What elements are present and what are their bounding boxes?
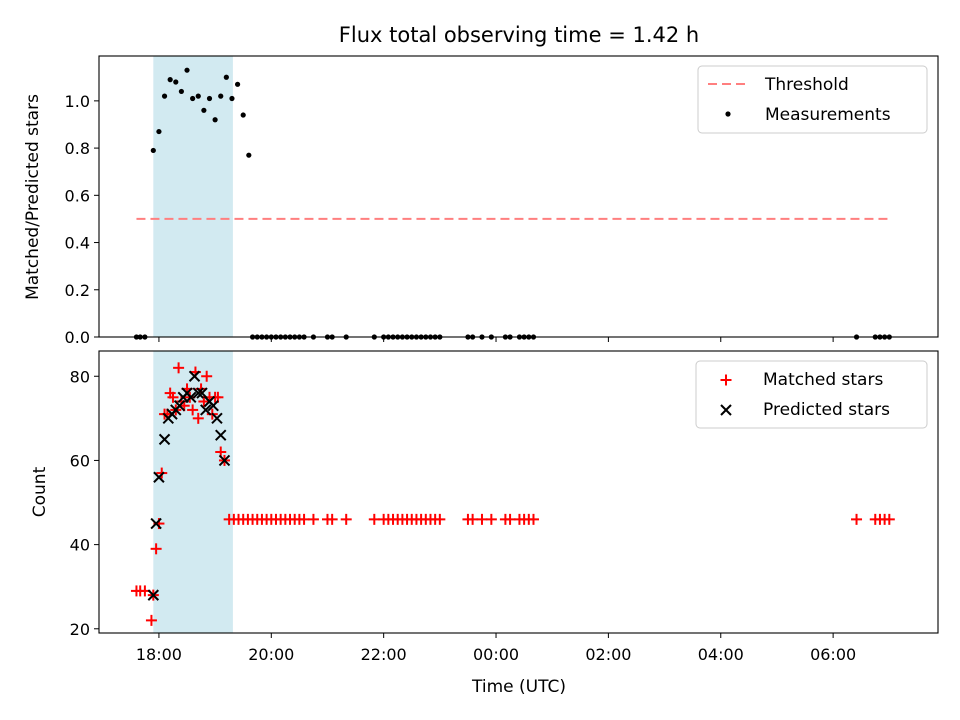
measurement-point [218, 93, 224, 99]
predicted-star-point [211, 412, 223, 425]
measurement-point [240, 112, 246, 118]
top-y-tick-label: 0.6 [65, 186, 90, 205]
bottom-y-axis: 20 40 60 80 [70, 367, 99, 639]
predicted-star-point [153, 471, 165, 483]
top-legend-box [697, 65, 928, 134]
measurement-point [173, 79, 179, 85]
predicted-star-point [150, 517, 162, 530]
matched-star-point [145, 614, 157, 626]
predicted-star-point [158, 433, 171, 446]
x-tick-label: 00:00 [473, 645, 519, 664]
matched-stars-points [130, 362, 895, 626]
predicted-star-point [218, 454, 231, 467]
predicted-star-point [185, 391, 197, 404]
bottom-y-tick-label: 20 [70, 620, 90, 639]
legend-measurements-label: Measurements [765, 105, 891, 125]
chart-title: Flux total observing time = 1.42 h [339, 23, 699, 47]
measurement-point [246, 152, 252, 158]
measurement-point [223, 74, 229, 80]
matched-star-point [476, 513, 488, 525]
matched-star-point [504, 513, 516, 525]
x-tick-label: 06:00 [810, 645, 856, 664]
measurement-point [178, 88, 185, 95]
predicted-star-point [215, 429, 227, 441]
bottom-y-tick-label: 80 [70, 367, 90, 386]
top-y-tick-label: 0.2 [65, 281, 90, 300]
x-tick-label: 02:00 [585, 645, 631, 664]
legend-predicted-swatch [720, 404, 732, 416]
measurement-point [161, 93, 168, 99]
measurement-point [156, 128, 162, 135]
measurement-point [184, 67, 190, 73]
matched-star-point [851, 513, 863, 525]
top-legend: Threshold Measurements [697, 65, 928, 134]
matched-star-point [368, 513, 380, 525]
legend-threshold-label: Threshold [764, 75, 849, 95]
measurement-point [206, 95, 213, 102]
x-tick-label: 18:00 [136, 645, 182, 664]
bottom-y-tick-label: 60 [70, 451, 90, 470]
matched-star-point [326, 513, 338, 525]
matched-star-point [187, 404, 199, 416]
measurement-point [195, 93, 201, 99]
matched-star-point [883, 513, 895, 525]
top-y-tick-label: 1.0 [65, 92, 90, 111]
bottom-panel: 20 40 60 80 18:00 20:00 22:00 00:00 02:00 04:00 0… [30, 350, 939, 697]
x-tick-label: 04:00 [698, 645, 744, 664]
top-y-tick-label: 0.8 [65, 139, 90, 158]
x-tick-label: 22:00 [361, 645, 407, 664]
matched-star-point [467, 513, 479, 525]
bottom-x-axis: 18:00 20:00 22:00 00:00 02:00 04:00 06:00 [136, 633, 856, 664]
predicted-star-point [207, 400, 219, 412]
matched-star-point [307, 513, 319, 525]
matched-star-point [434, 513, 446, 525]
bottom-legend: Matched stars Predicted stars [695, 360, 928, 429]
predicted-star-point [147, 589, 160, 601]
measurement-point [201, 107, 207, 113]
top-y-axis-label: Matched/Predicted stars [23, 94, 43, 300]
matched-star-point [340, 513, 352, 525]
measurement-point [229, 95, 235, 102]
matched-star-point [167, 391, 179, 403]
matched-star-point [527, 513, 539, 525]
legend-x-marker [720, 404, 732, 416]
x-tick-label: 20:00 [248, 645, 294, 664]
predicted-stars-points [147, 370, 231, 601]
measurement-point [167, 77, 173, 83]
legend-measurements-swatch [725, 111, 731, 117]
matched-star-point [198, 396, 210, 408]
predicted-star-point [192, 387, 204, 399]
matched-star-point [201, 370, 213, 382]
matched-star-point [173, 362, 185, 374]
bottom-y-tick-label: 40 [70, 536, 90, 555]
top-y-tick-label: 0.0 [65, 328, 90, 347]
legend-matched-label: Matched stars [763, 370, 883, 390]
top-axes-frame [98, 55, 939, 338]
predicted-star-point [188, 370, 201, 382]
predicted-star-point [173, 400, 186, 412]
bottom-axes-frame [98, 350, 939, 634]
bottom-legend-box [695, 360, 928, 429]
measurement-point [190, 95, 196, 102]
matched-star-point [150, 543, 162, 555]
top-y-axis: 0.0 0.2 0.4 0.6 0.8 1.0 [65, 92, 99, 347]
measurement-point [150, 147, 156, 154]
measurement-point [212, 117, 218, 123]
predicted-star-point [200, 404, 212, 416]
matched-star-point [192, 412, 204, 424]
legend-predicted-label: Predicted stars [763, 400, 890, 420]
x-axis-label: Time (UTC) [471, 677, 566, 697]
matched-star-point [298, 513, 310, 525]
legend-plus-marker [720, 374, 732, 386]
bottom-y-axis-label: Count [30, 466, 50, 517]
legend-matched-swatch [720, 374, 732, 386]
top-panel: 0.0 0.2 0.4 0.6 0.8 1.0 Matched/Predicted sta… [23, 55, 939, 347]
measurement-point [234, 81, 241, 87]
top-observing-span [153, 56, 233, 337]
matched-star-point [485, 513, 497, 525]
top-y-tick-label: 0.4 [65, 234, 90, 253]
